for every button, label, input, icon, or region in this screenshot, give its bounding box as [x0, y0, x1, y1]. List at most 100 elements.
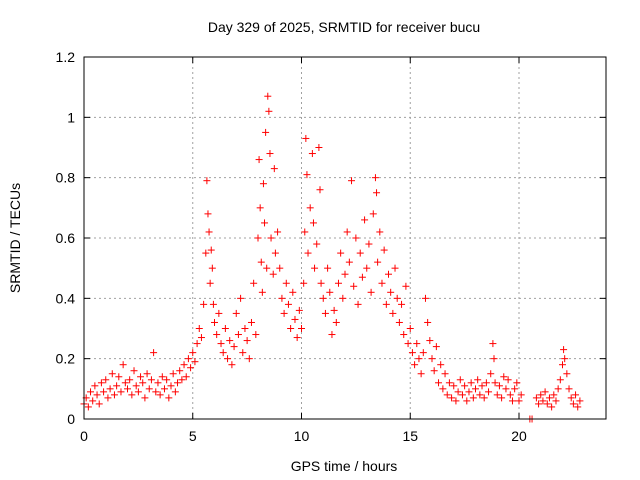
grid-lines: [84, 57, 606, 419]
data-point: [117, 388, 125, 396]
data-point: [298, 325, 305, 332]
data-point: [139, 379, 147, 387]
data-point: [408, 349, 416, 357]
data-point: [406, 325, 414, 332]
data-point: [228, 361, 236, 369]
data-point: [291, 315, 299, 323]
data-point: [350, 282, 358, 290]
data-point: [378, 279, 386, 287]
data-point: [262, 128, 270, 136]
data-point: [380, 246, 388, 254]
data-point: [363, 264, 371, 272]
data-point: [119, 361, 127, 369]
data-point: [398, 300, 406, 308]
data-point: [559, 361, 566, 369]
data-point: [284, 300, 292, 308]
data-point: [200, 300, 208, 308]
data-point: [184, 355, 192, 363]
data-point: [348, 177, 356, 185]
data-point: [278, 294, 286, 302]
data-point: [428, 355, 436, 363]
data-point: [424, 318, 432, 326]
data-point: [489, 340, 497, 348]
data-point: [445, 379, 453, 387]
data-point: [276, 264, 284, 272]
data-point: [269, 270, 277, 278]
data-point: [306, 204, 314, 212]
data-point: [104, 394, 112, 402]
data-point: [480, 394, 488, 402]
data-point: [230, 343, 238, 351]
data-point: [156, 391, 164, 399]
data-point: [358, 273, 366, 281]
data-point: [569, 400, 577, 408]
data-point: [563, 370, 571, 378]
data-point: [102, 376, 110, 384]
data-point: [224, 355, 232, 363]
data-point: [419, 349, 427, 357]
data-point: [382, 300, 390, 308]
data-point: [485, 388, 493, 396]
data-point: [165, 394, 173, 402]
data-point: [150, 349, 158, 357]
data-point: [243, 337, 251, 345]
data-point: [87, 388, 95, 396]
data-point: [247, 318, 255, 326]
data-point: [476, 391, 484, 399]
data-point: [187, 364, 195, 372]
data-point: [250, 279, 258, 287]
data-point: [550, 391, 558, 399]
data-point: [141, 394, 149, 402]
data-point: [498, 394, 506, 402]
data-point: [574, 403, 582, 411]
data-point: [478, 382, 486, 390]
data-point: [435, 379, 443, 387]
data-point: [439, 385, 447, 393]
data-point: [321, 309, 329, 317]
y-tick-label: 0.6: [56, 230, 76, 246]
data-point: [97, 379, 105, 387]
data-point: [134, 388, 142, 396]
data-point: [339, 294, 347, 302]
data-point: [289, 288, 297, 296]
data-point: [493, 391, 501, 399]
data-point: [221, 325, 229, 332]
data-point: [282, 279, 290, 287]
data-point: [128, 391, 136, 399]
data-point: [113, 382, 121, 390]
data-point: [180, 361, 188, 369]
data-point: [504, 376, 512, 384]
data-point: [174, 379, 182, 387]
data-point: [332, 318, 340, 326]
data-point: [328, 331, 336, 339]
plot-frame: [83, 56, 607, 420]
data-point: [430, 367, 438, 375]
data-point: [274, 228, 282, 236]
data-point: [207, 246, 215, 254]
data-point: [361, 216, 369, 224]
data-point: [391, 264, 399, 272]
data-point: [84, 403, 92, 411]
data-point: [417, 370, 425, 378]
data-point: [197, 334, 205, 342]
data-point: [309, 219, 317, 227]
data-point: [572, 391, 580, 399]
data-point: [393, 294, 401, 302]
y-tick-label: 1: [67, 109, 75, 125]
data-point: [352, 234, 360, 242]
data-point: [482, 379, 490, 387]
x-tick-label: 10: [294, 428, 310, 444]
data-point: [369, 210, 377, 218]
data-point: [182, 373, 190, 381]
data-point: [252, 331, 260, 339]
data-point: [93, 391, 101, 399]
data-point: [508, 397, 516, 405]
data-point: [208, 264, 216, 272]
data-point: [195, 325, 203, 332]
data-point: [271, 249, 279, 257]
data-point: [158, 373, 166, 381]
data-point: [167, 382, 175, 390]
data-point: [241, 325, 249, 332]
data-point: [213, 331, 221, 339]
data-point: [215, 309, 223, 317]
